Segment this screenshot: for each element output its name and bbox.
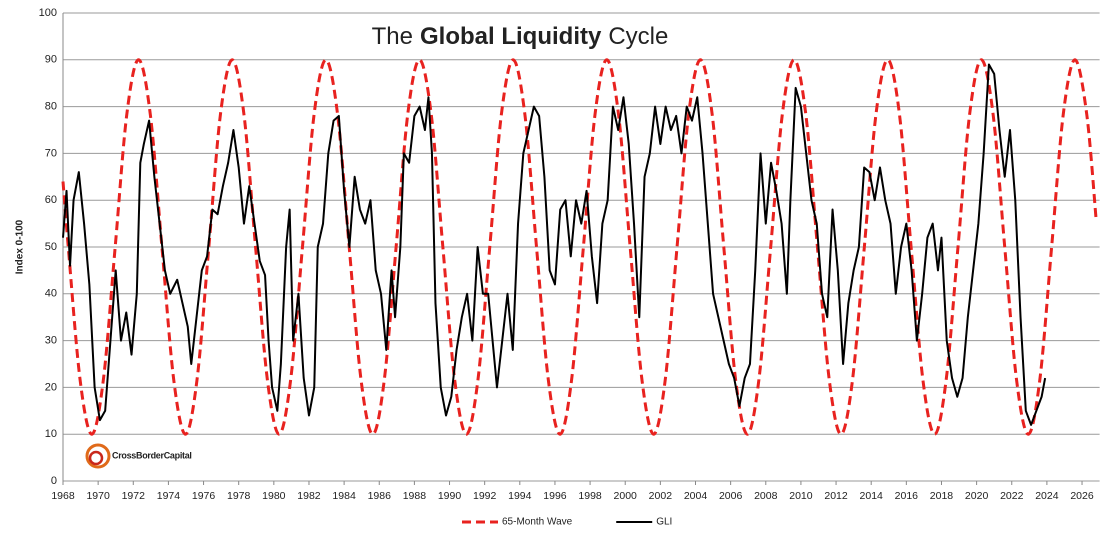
- title-part: Cycle: [608, 23, 668, 50]
- x-tick-label: 1972: [122, 490, 146, 502]
- x-tick-label: 1974: [157, 490, 181, 502]
- chart-title: The Global Liquidity Cycle: [372, 23, 669, 50]
- x-tick-label: 1978: [227, 490, 251, 502]
- x-tick-label: 2018: [930, 490, 954, 502]
- y-tick-label: 20: [45, 381, 57, 393]
- x-tick-label: 1988: [403, 490, 427, 502]
- legend-item: GLI: [616, 517, 672, 528]
- title-part: Global Liquidity: [420, 23, 602, 50]
- y-tick-label: 70: [45, 147, 57, 159]
- series-line: [62, 63, 1047, 426]
- x-tick-label: 2000: [614, 490, 638, 502]
- legend-label: 65-Month Wave: [502, 517, 573, 528]
- y-tick-label: 80: [45, 101, 57, 113]
- logo: [85, 443, 111, 469]
- y-tick-label: 30: [45, 335, 57, 347]
- y-tick-label: 50: [45, 241, 57, 253]
- x-tick-label: 1990: [438, 490, 462, 502]
- logo-ring: [85, 443, 111, 469]
- x-tick-label: 2026: [1070, 490, 1094, 502]
- x-tick-label: 1998: [578, 490, 602, 502]
- x-tick-label: 1968: [51, 490, 75, 502]
- title-part: The: [372, 23, 413, 50]
- x-tick-label: 1994: [508, 490, 532, 502]
- y-tick-label: 0: [51, 475, 57, 487]
- y-tick-label: 60: [45, 194, 57, 206]
- x-tick-label: 2008: [754, 490, 778, 502]
- x-tick-label: 1986: [368, 490, 392, 502]
- x-tick-label: 1996: [543, 490, 567, 502]
- logo-ring: [88, 450, 104, 466]
- x-tick-label: 1976: [192, 490, 216, 502]
- x-tick-label: 2020: [965, 490, 989, 502]
- x-tick-label: 1984: [332, 490, 356, 502]
- x-tick-label: 2012: [824, 490, 848, 502]
- x-tick-label: 2002: [649, 490, 673, 502]
- legend-label: GLI: [656, 517, 672, 528]
- x-tick-label: 2024: [1035, 490, 1059, 502]
- x-tick-label: 2022: [1000, 490, 1024, 502]
- series-line: [61, 58, 1098, 436]
- y-tick-label: 40: [45, 288, 57, 300]
- x-tick-label: 2010: [789, 490, 813, 502]
- x-tick-label: 2016: [895, 490, 919, 502]
- logo-text: CrossBorderCapital: [112, 450, 192, 460]
- y-axis-label: Index 0-100: [15, 219, 26, 274]
- y-tick-label: 100: [39, 7, 57, 19]
- y-tick-label: 10: [45, 428, 57, 440]
- x-tick-label: 2006: [719, 490, 743, 502]
- x-tick-label: 1970: [86, 490, 110, 502]
- legend-item: 65-Month Wave: [462, 517, 573, 528]
- x-tick-label: 2004: [684, 490, 708, 502]
- x-tick-label: 1982: [297, 490, 321, 502]
- x-tick-label: 1980: [262, 490, 286, 502]
- x-tick-label: 1992: [473, 490, 497, 502]
- x-tick-label: 2014: [860, 490, 884, 502]
- y-tick-label: 90: [45, 54, 57, 66]
